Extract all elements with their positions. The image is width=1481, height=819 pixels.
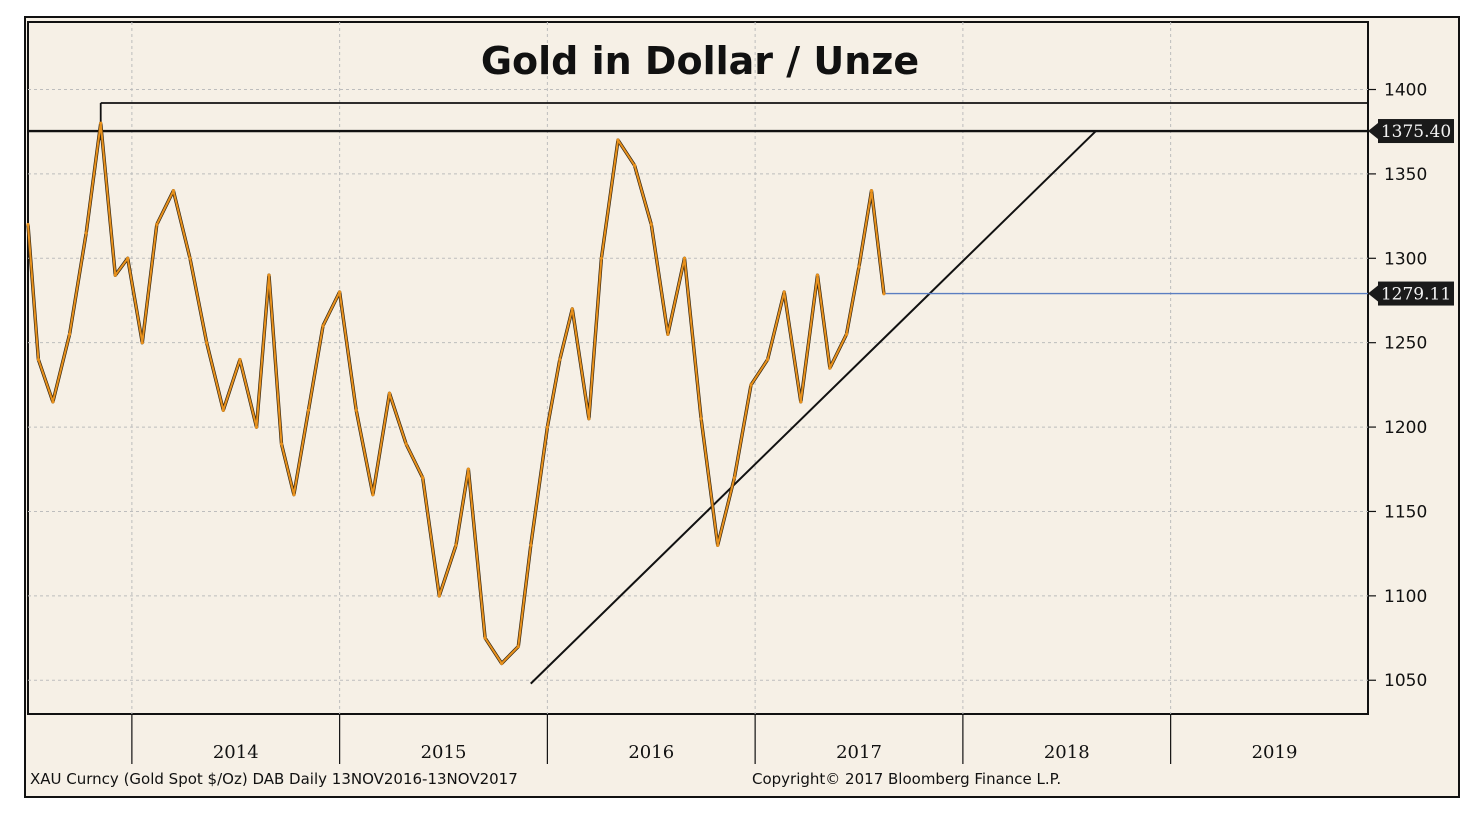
price-point (500, 661, 504, 665)
price-point (587, 417, 591, 421)
price-point (338, 290, 342, 294)
price-point (371, 492, 375, 497)
y-tick-label: 1100 (1384, 587, 1427, 607)
price-point (716, 543, 720, 547)
y-tick-label: 1200 (1384, 418, 1427, 438)
footer-copyright: Copyright© 2017 Bloomberg Finance L.P. (752, 770, 1061, 788)
price-point (529, 543, 533, 547)
y-tick-label: 1350 (1384, 165, 1427, 185)
x-tick-label: 2018 (1044, 742, 1090, 763)
price-point (799, 400, 803, 404)
price-point (321, 324, 325, 328)
price-point (155, 222, 159, 227)
price-point (404, 442, 408, 446)
price-point (666, 332, 670, 336)
price-tag-pointer (1368, 123, 1378, 140)
price-point (633, 163, 637, 168)
price-point (26, 222, 30, 227)
price-point (126, 256, 130, 260)
price-point (545, 425, 549, 429)
price-point (354, 408, 358, 412)
price-point (649, 222, 653, 227)
chart-title: Gold in Dollar / Unze (481, 39, 919, 83)
price-point (171, 189, 176, 193)
plot-area (27, 21, 1369, 715)
price-point (221, 408, 225, 412)
y-tick-label: 1400 (1384, 81, 1427, 101)
price-point (483, 636, 487, 640)
price-point (749, 383, 753, 387)
y-tick-label: 1300 (1384, 249, 1427, 269)
price-point (732, 476, 736, 480)
price-point (421, 476, 425, 480)
price-point (782, 290, 786, 294)
price-point (279, 442, 284, 446)
price-point (454, 543, 458, 547)
price-point (699, 417, 703, 421)
price-tag-label: 1375.40 (1381, 122, 1451, 142)
x-tick-label: 2016 (628, 742, 674, 763)
price-point (188, 256, 192, 260)
price-point (67, 332, 72, 336)
price-tag-pointer (1368, 285, 1378, 302)
support-trendline (530, 130, 1097, 685)
price-tag (1378, 119, 1454, 144)
price-point (765, 357, 770, 362)
price-point (113, 273, 117, 277)
price-point (238, 357, 242, 362)
price-point (869, 189, 874, 193)
price-point (558, 357, 562, 362)
price-tag-label: 1279.11 (1381, 285, 1451, 305)
x-tick-label: 2015 (421, 742, 467, 763)
price-point (599, 256, 603, 260)
price-point (292, 492, 296, 497)
y-tick-label: 1150 (1384, 502, 1427, 522)
price-point (815, 273, 820, 277)
price-point (306, 408, 311, 412)
price-point (828, 366, 832, 370)
y-tick-label: 1250 (1384, 334, 1427, 354)
price-point (254, 425, 259, 429)
price-point (466, 467, 471, 471)
price-point (570, 307, 574, 311)
price-point (51, 400, 55, 404)
price-point (36, 357, 40, 362)
price-point (99, 121, 103, 125)
price-point (616, 138, 620, 142)
price-point (516, 644, 520, 649)
price-point (387, 391, 392, 395)
price-point (437, 594, 441, 598)
x-tick-label: 2019 (1252, 742, 1298, 763)
x-tick-label: 2014 (213, 742, 259, 763)
price-tag (1378, 281, 1454, 306)
price-point (140, 341, 144, 345)
price-point (205, 341, 209, 345)
y-tick-label: 1050 (1384, 671, 1427, 691)
price-point (882, 292, 886, 296)
price-point (857, 265, 861, 269)
price-point (844, 332, 849, 336)
price-point (84, 231, 88, 235)
footer-source: XAU Curncy (Gold Spot $/Oz) DAB Daily 13… (30, 770, 518, 788)
price-point (267, 273, 271, 277)
x-tick-label: 2017 (836, 742, 882, 763)
price-point (682, 256, 687, 260)
